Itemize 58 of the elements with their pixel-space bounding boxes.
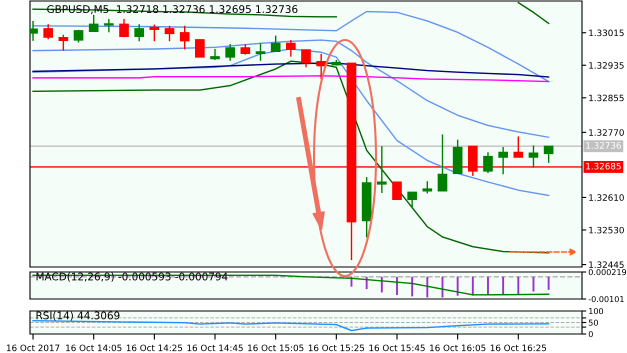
candlestick <box>513 136 524 158</box>
candlestick <box>377 146 387 194</box>
y-tick-label: 1.33015 <box>589 30 624 36</box>
candlestick <box>544 146 554 164</box>
candlestick <box>119 18 129 38</box>
y-tick-label: 1.32770 <box>589 129 624 136</box>
y-tick-label: 1.32530 <box>589 226 624 234</box>
ref-line-label: 1.32736 <box>586 142 621 149</box>
y-tick-label: 0 <box>588 331 593 338</box>
y-tick-label: 1.32445 <box>589 261 624 268</box>
y-tick-label: 0.000219 <box>588 269 626 276</box>
candlestick <box>164 25 174 42</box>
candlestick <box>150 24 160 42</box>
candlestick <box>256 42 266 62</box>
x-tick-label: 16 Oct 14:05 <box>66 344 122 352</box>
line-series <box>32 60 550 254</box>
candlestick <box>74 29 84 44</box>
candlestick <box>392 181 402 200</box>
line-series <box>32 320 550 332</box>
y-tick-label: 50 <box>588 320 598 326</box>
y-tick-label: 100 <box>589 308 604 314</box>
candlestick <box>316 53 326 80</box>
x-tick-label: 16 Oct 14:45 <box>187 344 243 352</box>
x-tick-label: 16 Oct 15:25 <box>308 344 364 352</box>
candlestick <box>58 34 68 52</box>
x-tick-label: 16 Oct 14:25 <box>126 344 182 352</box>
candlestick <box>270 34 280 52</box>
x-tick-label: 16 Oct 15:45 <box>369 344 425 352</box>
line-series <box>32 274 550 296</box>
candlestick <box>438 134 448 192</box>
candlestick <box>240 43 250 56</box>
x-tick-label: 16 Oct 16:25 <box>490 344 546 352</box>
candlestick <box>195 39 205 58</box>
y-tick-label: 1.32935 <box>589 62 624 69</box>
candlestick <box>528 144 538 168</box>
candlestick <box>43 23 54 40</box>
line-series <box>32 39 550 138</box>
candlestick <box>210 48 220 61</box>
line-series <box>32 62 550 78</box>
chart-title: RSI(14) 44.3069 <box>36 311 120 321</box>
y-tick-label: 1.32610 <box>589 194 624 201</box>
candlestick <box>88 14 99 32</box>
x-tick-label: 16 Oct 2017 <box>6 344 60 352</box>
candlestick <box>498 146 508 175</box>
candlestick <box>483 152 493 174</box>
candlestick <box>422 180 432 194</box>
candlestick <box>286 39 296 58</box>
ref-line-label: 1.32685 <box>586 162 621 170</box>
candlestick <box>301 49 311 68</box>
x-tick-label: 16 Oct 16:05 <box>430 344 486 352</box>
x-tick-label: 16 Oct 15:05 <box>248 344 304 352</box>
candlestick <box>225 43 235 62</box>
candlestick <box>134 23 144 42</box>
y-tick-label: -0.00101 <box>588 296 624 302</box>
candlestick <box>407 191 417 208</box>
y-tick-label: 1.32855 <box>589 94 624 102</box>
candlestick <box>104 18 114 34</box>
candlestick <box>180 25 190 50</box>
